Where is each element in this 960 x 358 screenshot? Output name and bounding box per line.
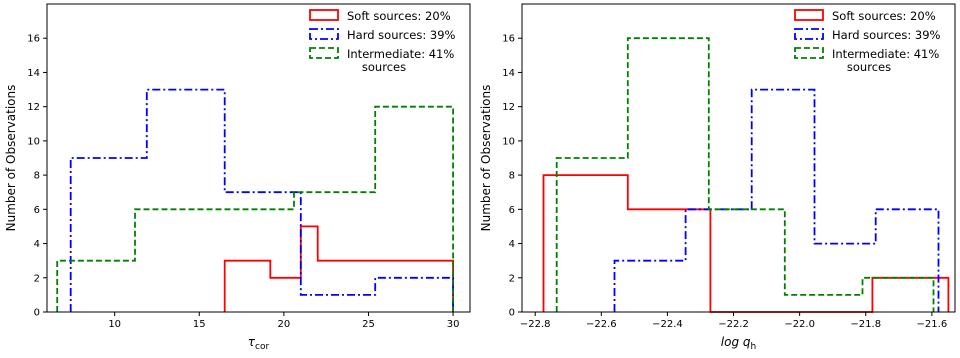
legend-label-3: Intermediate: 41% sources	[347, 47, 454, 74]
y-tick-label: 10	[27, 136, 40, 147]
y-tick-label: 0	[509, 308, 515, 319]
x-axis-label: log qh	[721, 335, 756, 352]
x-tick-label: −21.8	[850, 319, 881, 330]
legend-handle-2	[309, 28, 339, 40]
histogram-series-1	[542, 174, 950, 313]
y-tick-label: 12	[27, 102, 40, 113]
x-tick-label: 30	[447, 319, 460, 330]
y-tick-label: 10	[502, 136, 515, 147]
y-tick-label: 16	[27, 34, 40, 45]
y-tick-label: 6	[509, 205, 515, 216]
x-tick-label: 20	[278, 319, 291, 330]
legend-handle-3	[794, 47, 824, 59]
histogram-series-1	[223, 225, 454, 312]
x-tick-label: −22.0	[784, 319, 815, 330]
legend-label-3: Intermediate: 41% sources	[832, 47, 939, 74]
histogram-series-2	[69, 88, 454, 312]
y-tick-label: 8	[509, 171, 515, 182]
x-tick-label: −21.6	[917, 319, 948, 330]
histogram-series-3	[56, 105, 454, 312]
x-tick-label: 15	[193, 319, 206, 330]
y-tick-label: 8	[34, 171, 40, 182]
legend-label-2: Hard sources: 39%	[832, 28, 941, 42]
y-tick-label: 2	[509, 273, 515, 284]
y-tick-label: 14	[502, 68, 515, 79]
y-tick-label: 4	[34, 239, 40, 250]
plot-frame	[46, 3, 471, 313]
legend: Soft sources: 20% Hard sources: 39% Interm…	[794, 9, 941, 74]
x-tick-label: −22.2	[718, 319, 749, 330]
histogram-series-2	[613, 88, 940, 312]
legend-label-2: Hard sources: 39%	[347, 28, 456, 42]
y-tick-label: 4	[509, 239, 515, 250]
x-axis-label: τcor	[248, 335, 270, 352]
x-tick-label: −22.4	[652, 319, 683, 330]
x-tick-label: −22.6	[586, 319, 617, 330]
plot-frame	[521, 3, 956, 313]
y-tick-label: 6	[34, 205, 40, 216]
y-axis-label: Number of Observations	[479, 85, 493, 232]
x-tick-label: 10	[108, 319, 121, 330]
y-tick-label: 12	[502, 102, 515, 113]
legend: Soft sources: 20% Hard sources: 39% Interm…	[309, 9, 456, 74]
x-tick-label: 25	[362, 319, 375, 330]
legend-label-1: Soft sources: 20%	[832, 9, 936, 23]
x-tick-label: −22.8	[520, 319, 551, 330]
legend-handle-1	[794, 9, 824, 21]
histogram-series-3	[555, 37, 935, 312]
y-tick-label: 2	[34, 273, 40, 284]
legend-label-1: Soft sources: 20%	[347, 9, 451, 23]
y-tick-label: 0	[34, 308, 40, 319]
y-tick-label: 16	[502, 34, 515, 45]
legend-handle-3	[309, 47, 339, 59]
legend-handle-1	[309, 9, 339, 21]
chart-panel-2: −22.8 −22.6 −22.4 −22.2 −22.0 −21.8 −21.6 0 2 4 6 8…	[479, 3, 956, 352]
chart-panel-1: 10 15 20 25 30 0 2 4 6 8 10 12 14 16 Number of Observa…	[4, 3, 471, 352]
y-tick-label: 14	[27, 68, 40, 79]
y-axis-label: Number of Observations	[4, 85, 18, 232]
legend-handle-2	[794, 28, 824, 40]
